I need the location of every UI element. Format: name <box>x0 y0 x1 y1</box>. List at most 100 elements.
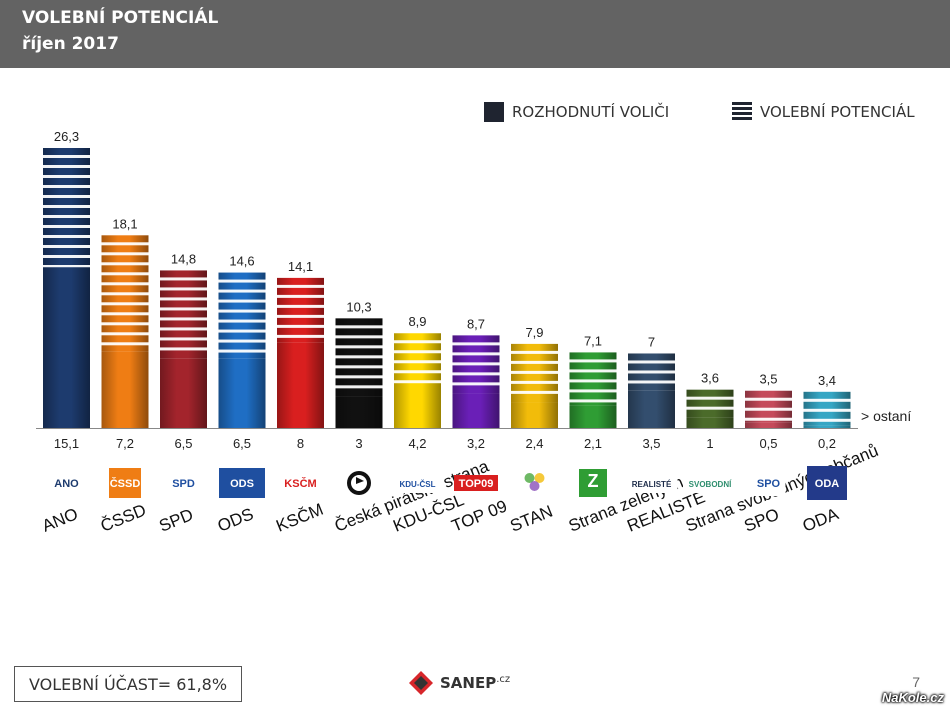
bar-stripe <box>628 370 675 374</box>
bar-potential <box>686 389 734 418</box>
bar-stripe <box>277 334 324 338</box>
party-logo-text: TOP09 <box>459 478 494 490</box>
category-label: ČSSD <box>98 500 149 535</box>
bar-stripe <box>569 379 617 383</box>
bar-stripe <box>43 155 90 158</box>
bar-decided <box>745 422 792 428</box>
bar-stripe <box>452 372 500 376</box>
category-label: SPD <box>156 505 196 536</box>
bar-stripe <box>160 317 207 321</box>
bar-decided <box>452 393 500 428</box>
bar-stripe <box>218 289 266 293</box>
party-logo-text: SPO <box>757 478 781 490</box>
bar-stripe <box>101 312 149 316</box>
bar-stripe <box>569 359 617 363</box>
bar-stripe <box>277 304 324 308</box>
value-label-potential: 3,6 <box>701 371 719 386</box>
value-label-decided: 8 <box>297 436 304 451</box>
value-label-potential: 7 <box>648 334 655 349</box>
bar-stripe <box>101 282 149 286</box>
bar-stripe <box>101 302 149 306</box>
bar-stripe <box>43 225 90 228</box>
bar-decided <box>218 358 266 428</box>
legend-decided-label: ROZHODNUTÍ VOLIČI <box>512 103 670 121</box>
bar-stripe <box>569 389 617 393</box>
bar-stripe <box>569 369 617 373</box>
bar-stripe <box>160 307 207 311</box>
party-logo-icon <box>579 469 607 497</box>
sanep-logo: SANEP.cz <box>406 668 510 698</box>
bar-stripe <box>43 215 90 218</box>
bar-stripe <box>394 360 441 364</box>
party-logo-text: ČSSD <box>110 477 141 490</box>
page-subtitle: říjen 2017 <box>22 34 119 54</box>
bar-stripe <box>218 319 266 323</box>
party-logo-icon <box>44 473 89 493</box>
bar-stripe <box>43 255 90 258</box>
bar-stripe <box>511 350 558 354</box>
value-label-decided: 7,2 <box>116 436 134 451</box>
party-logo-text: Z <box>588 471 599 491</box>
bar-stripe <box>218 299 266 303</box>
party-logo-text: KDU-ČSL <box>400 480 436 489</box>
bar-stripe <box>101 342 149 346</box>
party-logo-text: ODS <box>230 478 254 490</box>
watermark: NaKole.cz <box>881 690 944 705</box>
category-label: STAN <box>507 502 555 536</box>
bar-stripe <box>335 385 383 389</box>
party-logo-icon <box>807 466 847 500</box>
bar-stripe <box>745 397 792 401</box>
category-label: ODS <box>215 504 256 535</box>
party-logo-text: ODA <box>815 478 840 490</box>
bar-stripe <box>101 242 149 246</box>
bar-stripe <box>394 370 441 374</box>
bar-stripe <box>803 408 851 412</box>
value-label-potential: 3,4 <box>818 373 836 388</box>
party-logo-text: SVOBODNÍ <box>689 480 732 489</box>
category-label: ANO <box>39 504 80 535</box>
bar-stripe <box>569 399 617 403</box>
bar-stripe <box>452 382 500 386</box>
bar-stripe <box>277 314 324 318</box>
bar-stripe <box>218 329 266 333</box>
bar-stripe <box>803 398 851 402</box>
bar-stripe <box>101 262 149 266</box>
bar-decided <box>628 390 675 428</box>
bar-stripe <box>101 322 149 326</box>
party-logo-icon <box>683 473 737 493</box>
value-label-potential: 14,6 <box>229 254 254 269</box>
party-logo-icon <box>109 468 141 498</box>
bar-decided <box>160 358 207 428</box>
bar-stripe <box>160 287 207 291</box>
bar-stripe <box>628 380 675 384</box>
annotation-label: > ostaní <box>861 408 911 424</box>
page-title: VOLEBNÍ POTENCIÁL <box>22 8 219 28</box>
bar-stripe <box>686 406 734 410</box>
value-label-decided: 0,2 <box>818 436 836 451</box>
bar-stripe <box>452 362 500 366</box>
value-label-decided: 6,5 <box>233 436 251 451</box>
legend-potential-label: VOLEBNÍ POTENCIÁL <box>760 103 915 121</box>
sanep-logo-text: SANEP <box>440 674 497 692</box>
bar-stripe <box>101 272 149 276</box>
bar-decided <box>335 396 383 428</box>
legend-decided: ROZHODNUTÍ VOLIČI <box>484 102 669 122</box>
bar-stripe <box>160 327 207 331</box>
party-logo-icon <box>625 473 678 493</box>
bar-stripe <box>394 380 441 384</box>
bar-decided <box>101 351 149 428</box>
bar-stripe <box>511 360 558 364</box>
category-label: ODA <box>800 504 842 536</box>
stan-logo-icon <box>534 473 545 483</box>
header-bar: VOLEBNÍ POTENCIÁL říjen 2017 <box>0 0 950 68</box>
party-logo-icon <box>219 468 265 498</box>
value-label-decided: 1 <box>706 436 713 451</box>
bar-stripe <box>218 279 266 283</box>
bar-stripe <box>277 324 324 328</box>
category-label: KSČM <box>273 500 326 536</box>
value-label-decided: 4,2 <box>408 436 426 451</box>
value-label-decided: 2,1 <box>584 436 602 451</box>
value-label-potential: 7,9 <box>525 325 543 340</box>
bar-stripe <box>218 309 266 313</box>
bar-decided <box>803 425 851 428</box>
